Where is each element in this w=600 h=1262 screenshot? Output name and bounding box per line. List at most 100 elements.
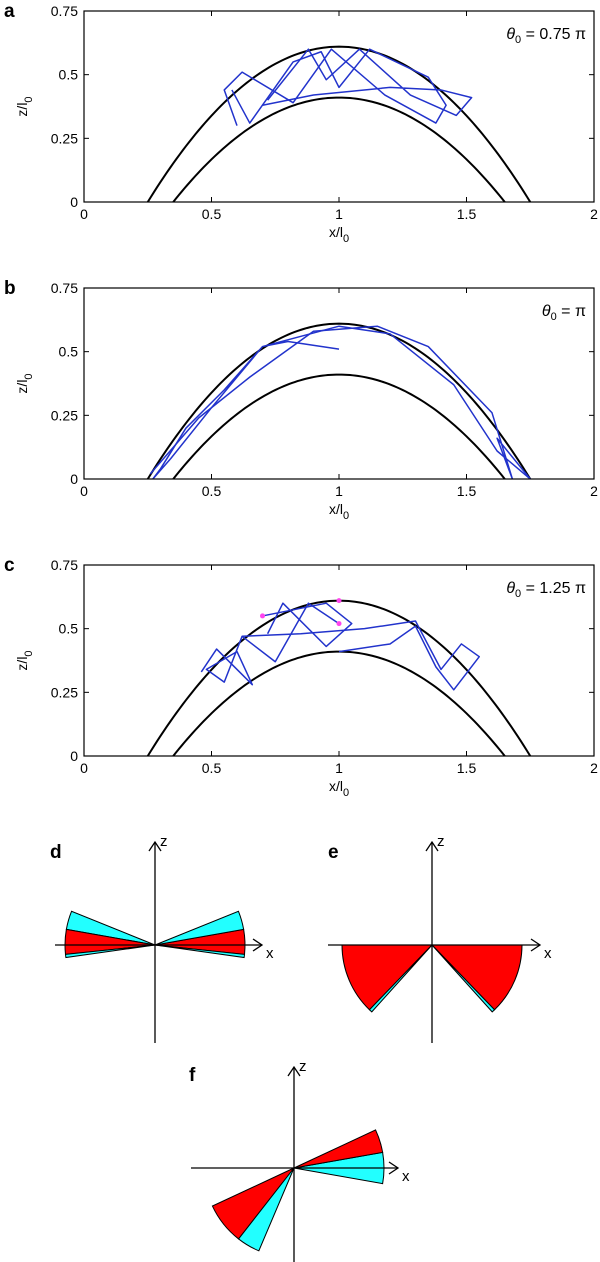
x-axis-label-main: x/l: [329, 501, 343, 517]
y-axis-label: z/l0: [14, 373, 35, 393]
trajectory-c1: [200, 602, 340, 686]
wedge-2: [293, 1129, 384, 1169]
z-arrowhead: [425, 840, 439, 852]
y-tick-label: 0.5: [59, 67, 79, 83]
panel-letter: b: [4, 278, 16, 299]
wedge-6: [64, 944, 156, 959]
x-tick-label: 0: [80, 760, 88, 776]
x-tick-label: 0.5: [202, 206, 222, 222]
theta-symbol: θ: [506, 580, 515, 597]
x-tick-label: 1: [335, 206, 343, 222]
z-arrowhead: [148, 840, 162, 852]
panel-f: x z f: [189, 1058, 410, 1262]
panel-letter: e: [328, 842, 339, 863]
theta-symbol: θ: [542, 303, 551, 320]
theta-value: = π: [557, 303, 586, 320]
y-tick-label: 0.25: [51, 684, 78, 700]
wedge-2: [431, 944, 496, 1013]
theta-value: = 0.75 π: [521, 26, 586, 43]
x-tick-label: 2: [590, 483, 598, 499]
wedge-3: [341, 944, 434, 1011]
inner-point: [336, 621, 342, 627]
x-tick-label: 2: [590, 760, 598, 776]
trajectory-a2: [262, 48, 473, 117]
panel-d: x z d: [50, 833, 274, 1043]
z-direction-label: z: [437, 833, 445, 850]
y-axis-label-main: z/l: [14, 380, 30, 394]
y-tick-label: 0.5: [59, 344, 79, 360]
y-tick-label: 0.75: [51, 280, 78, 296]
y-axis-label: z/l0: [14, 650, 35, 670]
x-tick-label: 1.5: [457, 206, 477, 222]
inner-boundary: [172, 96, 506, 202]
x-arrowhead: [530, 938, 542, 952]
y-tick-label: 0: [70, 194, 78, 210]
x-direction-label: x: [544, 945, 552, 962]
y-tick-label: 0: [70, 748, 78, 764]
x-axis-label: x/l0: [329, 224, 349, 245]
start-point: [260, 613, 265, 619]
theta-annotation: θ0 = π: [542, 303, 586, 323]
theta-subscript: 0: [515, 588, 521, 600]
y-axis-label-main: z/l: [14, 103, 30, 117]
plot-frame: [83, 287, 595, 480]
x-axis-label-sub: 0: [343, 233, 349, 245]
x-tick-label: 0: [80, 483, 88, 499]
x-tick-label: 0.5: [202, 760, 222, 776]
apex-point: [336, 598, 342, 604]
theta-symbol: θ: [506, 26, 515, 43]
y-axis-label: z/l0: [14, 96, 35, 116]
z-direction-label: z: [299, 1058, 307, 1075]
y-tick-label: 0.25: [51, 130, 78, 146]
trajectory-c2: [242, 620, 480, 691]
panel-letter: d: [50, 842, 62, 863]
x-tick-label: 1.5: [457, 760, 477, 776]
wedge-4: [237, 1167, 295, 1252]
x-axis-label-sub: 0: [343, 510, 349, 522]
panel-letter: a: [4, 1, 15, 22]
x-tick-label: 2: [590, 206, 598, 222]
trajectory-a1: [223, 48, 447, 126]
x-axis-label-main: x/l: [329, 224, 343, 240]
wedge-3: [154, 944, 246, 959]
x-tick-label: 1: [335, 760, 343, 776]
x-tick-label: 0: [80, 206, 88, 222]
y-tick-label: 0.5: [59, 621, 79, 637]
theta-annotation: θ0 = 1.25 π: [506, 580, 586, 600]
x-axis-label: x/l0: [329, 501, 349, 522]
x-tick-label: 1.5: [457, 483, 477, 499]
panel-letter: c: [4, 555, 15, 576]
x-axis-label-main: x/l: [329, 778, 343, 794]
z-direction-label: z: [160, 833, 168, 850]
y-tick-label: 0.75: [51, 3, 78, 19]
trajectory-c3: [262, 602, 353, 648]
inner-boundary: [172, 650, 506, 756]
outer-boundary: [146, 45, 532, 202]
trajectory-b1: [152, 325, 531, 479]
x-axis-label-sub: 0: [343, 787, 349, 799]
x-axis-label: x/l0: [329, 778, 349, 799]
y-tick-label: 0.75: [51, 557, 78, 573]
x-direction-label: x: [266, 945, 274, 962]
inner-boundary: [172, 373, 506, 479]
y-axis-label-main: z/l: [14, 657, 30, 671]
panel-letter: f: [189, 1065, 196, 1086]
y-axis-label-sub: 0: [23, 650, 35, 656]
theta-value: = 1.25 π: [521, 580, 586, 597]
x-arrowhead: [388, 1161, 400, 1175]
y-axis-label-sub: 0: [23, 373, 35, 379]
y-tick-label: 0: [70, 471, 78, 487]
z-arrowhead: [287, 1065, 301, 1077]
wedge-4: [368, 944, 433, 1013]
outer-boundary: [146, 322, 532, 479]
panel-e: x z e: [328, 833, 552, 1043]
theta-subscript: 0: [551, 311, 557, 323]
y-tick-label: 0.25: [51, 407, 78, 423]
theta-annotation: θ0 = 0.75 π: [506, 26, 586, 46]
x-tick-label: 1: [335, 483, 343, 499]
trajectory-b2: [149, 325, 531, 479]
y-axis-label-sub: 0: [23, 96, 35, 102]
